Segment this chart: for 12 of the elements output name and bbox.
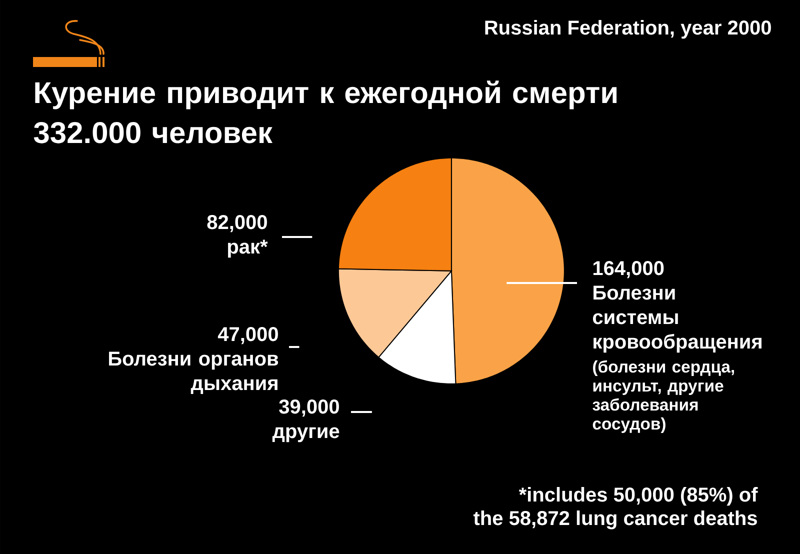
data-label: 164,000 — [593, 261, 664, 278]
chart-title: Курение приводит к ежегодной смерти 332.000 человек — [34, 80, 617, 144]
data-label: 47,000 — [218, 327, 278, 344]
slice-label: Болезни органов дыхания — [109, 352, 278, 394]
data-label: 39,000 — [279, 400, 339, 417]
chart-subtitle: Russian Federation, year 2000 — [485, 20, 771, 39]
slice-label: Болезни системы кровообращения — [592, 286, 762, 353]
data-label: 82,000 — [207, 215, 267, 232]
slice-label: другие — [272, 427, 340, 442]
text: (болезни сердца, инсульт, другие заболевания сосудов) — [592, 360, 734, 433]
slice-label: рак* — [228, 240, 268, 258]
text: *includes 50,000 (85%) of the 58,872 lung cancer deaths — [473, 486, 758, 530]
